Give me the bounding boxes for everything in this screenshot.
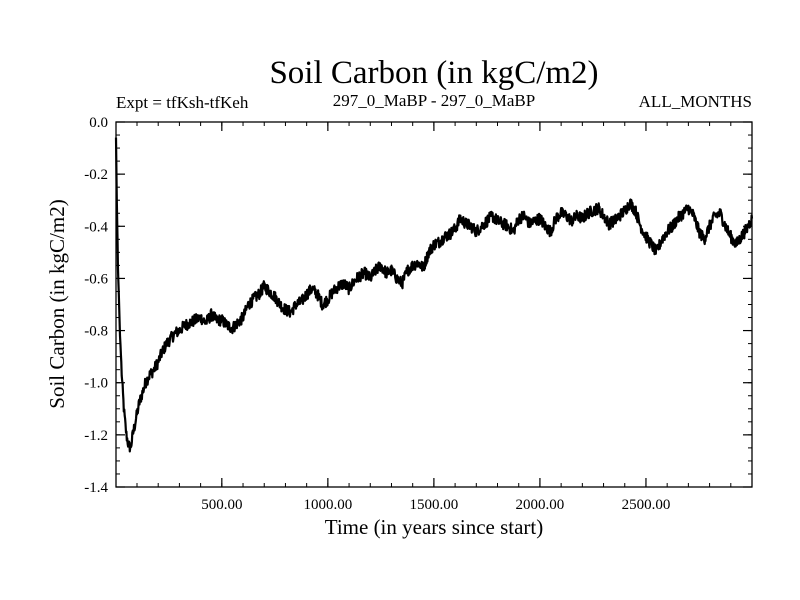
- x-tick-label: 1500.00: [410, 497, 459, 513]
- y-axis-ticks: 0.0 -0.2 -0.4 -0.6 -0.8 -1.0 -1.2 -1.4: [84, 115, 752, 496]
- chart-title: Soil Carbon (in kgC/m2): [269, 55, 598, 91]
- right-string: ALL_MONTHS: [639, 92, 752, 111]
- y-tick-label: -0.4: [84, 219, 108, 235]
- y-axis-label: Soil Carbon (in kgC/m2): [45, 199, 69, 408]
- x-axis-ticks: 500.00 1000.00 1500.00 2000.00 2500.00: [136, 122, 732, 513]
- y-tick-label: 0.0: [89, 115, 108, 131]
- y-tick-label: -0.8: [84, 324, 108, 340]
- series-line-soil-carbon: [114, 137, 754, 453]
- y-tick-label: -1.2: [84, 428, 108, 444]
- x-tick-label: 2500.00: [622, 497, 671, 513]
- x-tick-label: 2000.00: [516, 497, 565, 513]
- y-tick-label: -1.0: [84, 376, 108, 392]
- y-tick-label: -0.2: [84, 167, 108, 183]
- center-string: 297_0_MaBP - 297_0_MaBP: [333, 91, 535, 110]
- left-string: Expt = tfKsh-tfKeh: [116, 93, 249, 112]
- y-tick-label: -1.4: [84, 480, 108, 496]
- plot-frame: [115, 121, 753, 488]
- x-axis-label: Time (in years since start): [325, 515, 544, 539]
- x-tick-label: 500.00: [201, 497, 242, 513]
- x-tick-label: 1000.00: [303, 497, 352, 513]
- y-tick-label: -0.6: [84, 271, 108, 287]
